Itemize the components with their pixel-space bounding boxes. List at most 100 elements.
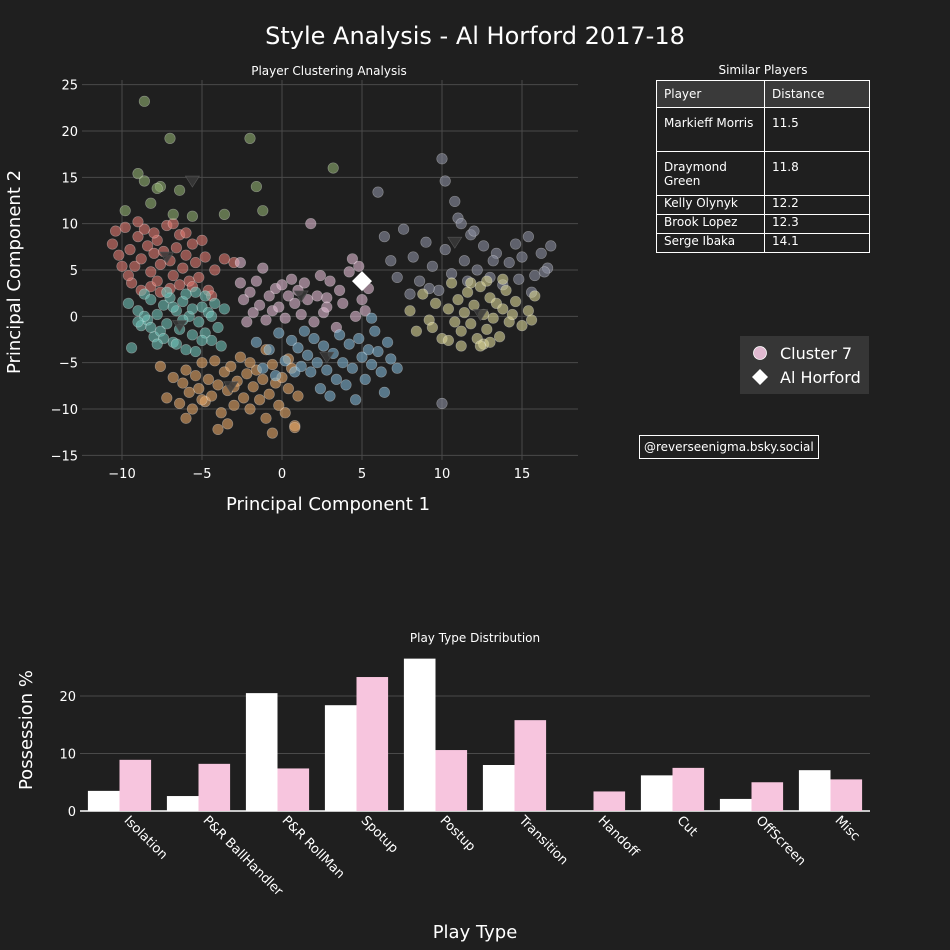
table-row: Markieff Morris 11.5 [656, 107, 870, 152]
teal-centroid-marker [172, 320, 188, 333]
legend-cluster-label: Cluster 7 [780, 343, 853, 363]
scatter-point-blue [359, 373, 371, 385]
scatter-point-red [109, 225, 122, 237]
scatter-point-pink [234, 256, 246, 269]
scatter-point-blue [302, 349, 314, 361]
scatter-point-pink [311, 290, 323, 302]
scatter-point-red [186, 238, 198, 250]
scatter-point-slate [439, 244, 451, 256]
scatter-point-orange [289, 421, 301, 434]
scatter-point-orange [167, 371, 179, 384]
scatter-point-pink [295, 308, 307, 321]
scatter-point-red [174, 279, 186, 291]
similar-players-table: Player Distance Markieff Morris 11.5 Dra… [656, 80, 870, 253]
legend-item-player[interactable]: Al Horford [752, 366, 861, 388]
scatter-point-red [135, 253, 147, 265]
scatter-point-green [119, 205, 131, 217]
scatter-point-blue [378, 386, 391, 398]
scatter-point-orange [244, 357, 256, 369]
scatter-point-green [257, 205, 269, 217]
scatter-point-orange [209, 355, 221, 367]
scatter-x-tick-label: 15 [514, 467, 531, 482]
bar-series-0 [87, 790, 120, 811]
scatter-point-green [218, 208, 230, 220]
bar-series-0 [166, 796, 199, 811]
scatter-point-teal [196, 334, 208, 347]
scatter-point-yellow [442, 334, 455, 347]
scatter-point-blue [382, 336, 394, 348]
scatter-point-green [151, 182, 163, 195]
scatter-point-blue [366, 312, 378, 324]
scatter-point-blue [337, 357, 349, 369]
scatter-point-slate [509, 238, 522, 250]
scatter-point-red [177, 262, 189, 274]
scatter-point-blue [311, 357, 323, 369]
scatter-point-slate [538, 266, 551, 278]
scatter-point-blue [372, 345, 384, 358]
player-name: Draymond Green [656, 151, 765, 196]
bar-series-1 [356, 677, 389, 811]
bar-x-tick-label: OffScreen [753, 813, 809, 869]
legend-player-label: Al Horford [780, 367, 861, 387]
scatter-point-slate [385, 255, 397, 267]
scatter-point-yellow [446, 277, 458, 289]
scatter-point-teal [122, 297, 134, 309]
player-distance: 11.5 [764, 107, 870, 152]
scatter-point-red [148, 227, 160, 239]
scatter-point-red [116, 260, 128, 272]
scatter-point-orange [186, 403, 198, 415]
scatter-point-pink [353, 260, 365, 272]
scatter-point-orange [222, 418, 234, 430]
scatter-point-yellow [497, 303, 509, 315]
scatter-point-blue [321, 364, 333, 376]
scatter-point-pink [289, 297, 301, 309]
bar-series-1 [435, 750, 468, 811]
scatter-point-red [138, 223, 150, 235]
scatter-point-yellow [430, 297, 442, 309]
scatter-point-teal [190, 345, 202, 358]
bar-series-0 [482, 765, 515, 811]
scatter-point-pink [234, 277, 246, 289]
bar-x-tick-label: Handoff [595, 813, 643, 861]
scatter-y-tick-label: −5 [59, 357, 78, 372]
scatter-point-pink [334, 284, 346, 296]
scatter-point-orange [215, 407, 227, 419]
scatter-y-ticks: −15 −10 −5 0 5 10 15 20 25 [51, 79, 78, 465]
scatter-point-yellow [481, 323, 493, 335]
scatter-point-pink [298, 277, 311, 289]
table-row: Brook Lopez 12.3 [656, 214, 870, 234]
table-row: Draymond Green 11.8 [656, 151, 870, 196]
bar-series-1 [119, 759, 152, 811]
scatter-point-pink [346, 253, 359, 265]
scatter-x-tick-label: 5 [358, 467, 366, 482]
scatter-point-orange [154, 360, 166, 372]
scatter-point-teal [180, 344, 192, 356]
bar-x-tick-label: Misc [832, 813, 863, 844]
bar-series-0 [403, 658, 436, 811]
bar-series-0 [640, 775, 673, 811]
scatter-point-pink [321, 301, 333, 313]
diamond-marker-icon [752, 369, 768, 385]
scatter-point-orange [228, 399, 240, 411]
scatter-grid [82, 80, 578, 460]
scatter-point-teal [161, 286, 173, 298]
scatter-point-teal [193, 316, 205, 328]
scatter-point-teal [190, 286, 202, 298]
scatter-point-pink [356, 294, 368, 306]
scatter-point-red [151, 275, 163, 287]
scatter-point-blue [305, 366, 317, 378]
scatter-point-teal [212, 321, 224, 334]
orange-centroid-marker [223, 381, 239, 394]
scatter-y-axis-label: Principal Component 2 [4, 170, 25, 374]
scatter-point-pink [250, 275, 262, 287]
scatter-point-pink [254, 299, 266, 311]
scatter-point-slate [449, 195, 461, 208]
scatter-point-pink [308, 316, 320, 328]
scatter-point-red [209, 264, 221, 276]
scatter-point-pink [337, 297, 349, 309]
scatter-point-slate [436, 397, 448, 410]
scatter-point-teal [186, 303, 198, 315]
legend-item-cluster[interactable]: Cluster 7 [752, 342, 852, 364]
scatter-point-red [106, 238, 118, 250]
